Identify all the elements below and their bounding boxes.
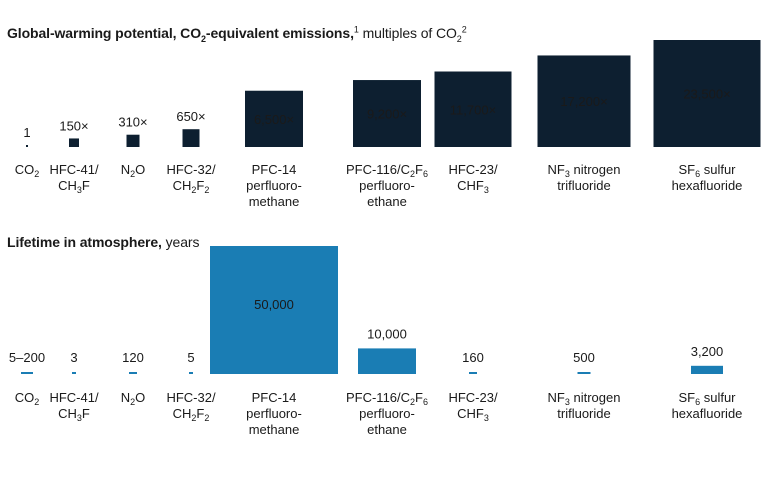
lifetime-category-label-0: CO2​ [15, 390, 40, 407]
lifetime-category-label-4: PFC-14 [252, 390, 297, 405]
gwp-data-label-2: 310× [118, 115, 147, 130]
gwp-category-label-4: methane [249, 194, 300, 209]
lifetime-bar-2 [129, 372, 137, 374]
lifetime-category-label-6: HFC-23/ [448, 390, 498, 405]
gwp-bar-6 [434, 71, 512, 147]
lifetime-bar-5 [358, 348, 416, 374]
lifetime-data-label-2: 120 [122, 350, 144, 365]
gwp-category-label-7: NF3​ nitrogen [548, 162, 621, 179]
gwp-category-label-2: N2​O [121, 162, 146, 179]
lifetime-category-label-4: perfluoro- [246, 406, 302, 421]
gwp-category-label-6: CHF3​ [457, 178, 489, 195]
gwp-bar-1 [69, 138, 79, 147]
lifetime-category-label-7: trifluoride [557, 406, 610, 421]
gwp-category-label-5: PFC-116/C2​F6​ [346, 162, 428, 179]
lifetime-data-label-1: 3 [70, 350, 77, 365]
gwp-bar-3 [182, 129, 200, 147]
chart-title-lifetime: Lifetime in atmosphere, years [7, 234, 200, 250]
lifetime-category-label-5: ethane [367, 422, 407, 437]
gwp-data-label-7: 17,200× [560, 94, 607, 109]
gwp-category-label-7: trifluoride [557, 178, 610, 193]
lifetime-bar-1 [72, 372, 76, 374]
lifetime-category-label-2: N2​O [121, 390, 146, 407]
gwp-bar-0 [26, 145, 28, 147]
footnote-mark-2: 2 [461, 24, 467, 35]
lifetime-category-label-8: hexafluoride [672, 406, 743, 421]
chart-title-gwp: Global-warming potential, CO2-equivalent… [7, 24, 467, 44]
gwp-data-label-8: 23,500× [683, 87, 730, 102]
gwp-category-label-4: perfluoro- [246, 178, 302, 193]
gwp-category-label-1: CH3​F [58, 178, 90, 195]
gwp-data-label-5: 9,200× [367, 107, 407, 122]
gwp-category-label-8: SF6​ sulfur [678, 162, 736, 179]
lifetime-data-label-4: 50,000 [254, 297, 294, 312]
lifetime-bar-6 [469, 372, 477, 374]
chart-subtitle-gwp: multiples of CO22 [362, 24, 467, 44]
gwp-data-label-0: 1 [23, 125, 30, 140]
gwp-category-label-5: perfluoro- [359, 178, 415, 193]
lifetime-category-label-3: HFC-32/ [166, 390, 216, 405]
lifetime-data-label-3: 5 [187, 350, 194, 365]
lifetime-data-label-8: 3,200 [691, 344, 724, 359]
lifetime-category-label-1: CH3​F [58, 406, 90, 423]
chart-title-gwp-bold: Global-warming potential, CO2-equivalent… [7, 25, 354, 44]
gwp-category-label-0: CO2​ [15, 162, 40, 179]
lifetime-category-label-4: methane [249, 422, 300, 437]
gwp-data-label-1: 150× [59, 118, 88, 133]
lifetime-data-label-6: 160 [462, 350, 484, 365]
gwp-bar-8 [653, 40, 761, 147]
lifetime-category-label-6: CHF3​ [457, 406, 489, 423]
gwp-category-label-1: HFC-41/ [49, 162, 99, 177]
lifetime-data-label-7: 500 [573, 350, 595, 365]
lifetime-category-label-1: HFC-41/ [49, 390, 99, 405]
gwp-category-label-3: HFC-32/ [166, 162, 216, 177]
gwp-category-label-4: PFC-14 [252, 162, 297, 177]
lifetime-category-label-3: CH2​F2​ [173, 406, 210, 423]
chart-subtitle-lifetime: years [165, 234, 200, 250]
lifetime-bar-3 [189, 372, 193, 374]
gwp-category-label-6: HFC-23/ [448, 162, 498, 177]
gwp-bar-5 [353, 80, 421, 147]
lifetime-category-label-5: perfluoro- [359, 406, 415, 421]
gwp-bar-2 [126, 134, 140, 147]
gwp-category-label-5: ethane [367, 194, 407, 209]
footnote-mark-1: 1 [353, 24, 359, 35]
gwp-category-label-3: CH2​F2​ [173, 178, 210, 195]
gwp-data-label-3: 650× [176, 109, 205, 124]
gwp-bar-4 [245, 90, 303, 147]
lifetime-category-label-8: SF6​ sulfur [678, 390, 736, 407]
lifetime-category-label-5: PFC-116/C2​F6​ [346, 390, 428, 407]
gwp-bar-7 [537, 55, 631, 147]
gwp-data-label-4: 6,500× [254, 112, 294, 127]
lifetime-category-label-7: NF3​ nitrogen [548, 390, 621, 407]
lifetime-bar-4 [210, 246, 338, 374]
lifetime-data-label-5: 10,000 [367, 326, 407, 341]
lifetime-bar-7 [577, 372, 591, 374]
gwp-category-label-8: hexafluoride [672, 178, 743, 193]
lifetime-bar-8 [691, 365, 723, 374]
lifetime-bar-0 [21, 372, 33, 374]
lifetime-data-label-0: 5–200 [9, 350, 45, 365]
gwp-data-label-6: 11,700× [450, 102, 496, 117]
